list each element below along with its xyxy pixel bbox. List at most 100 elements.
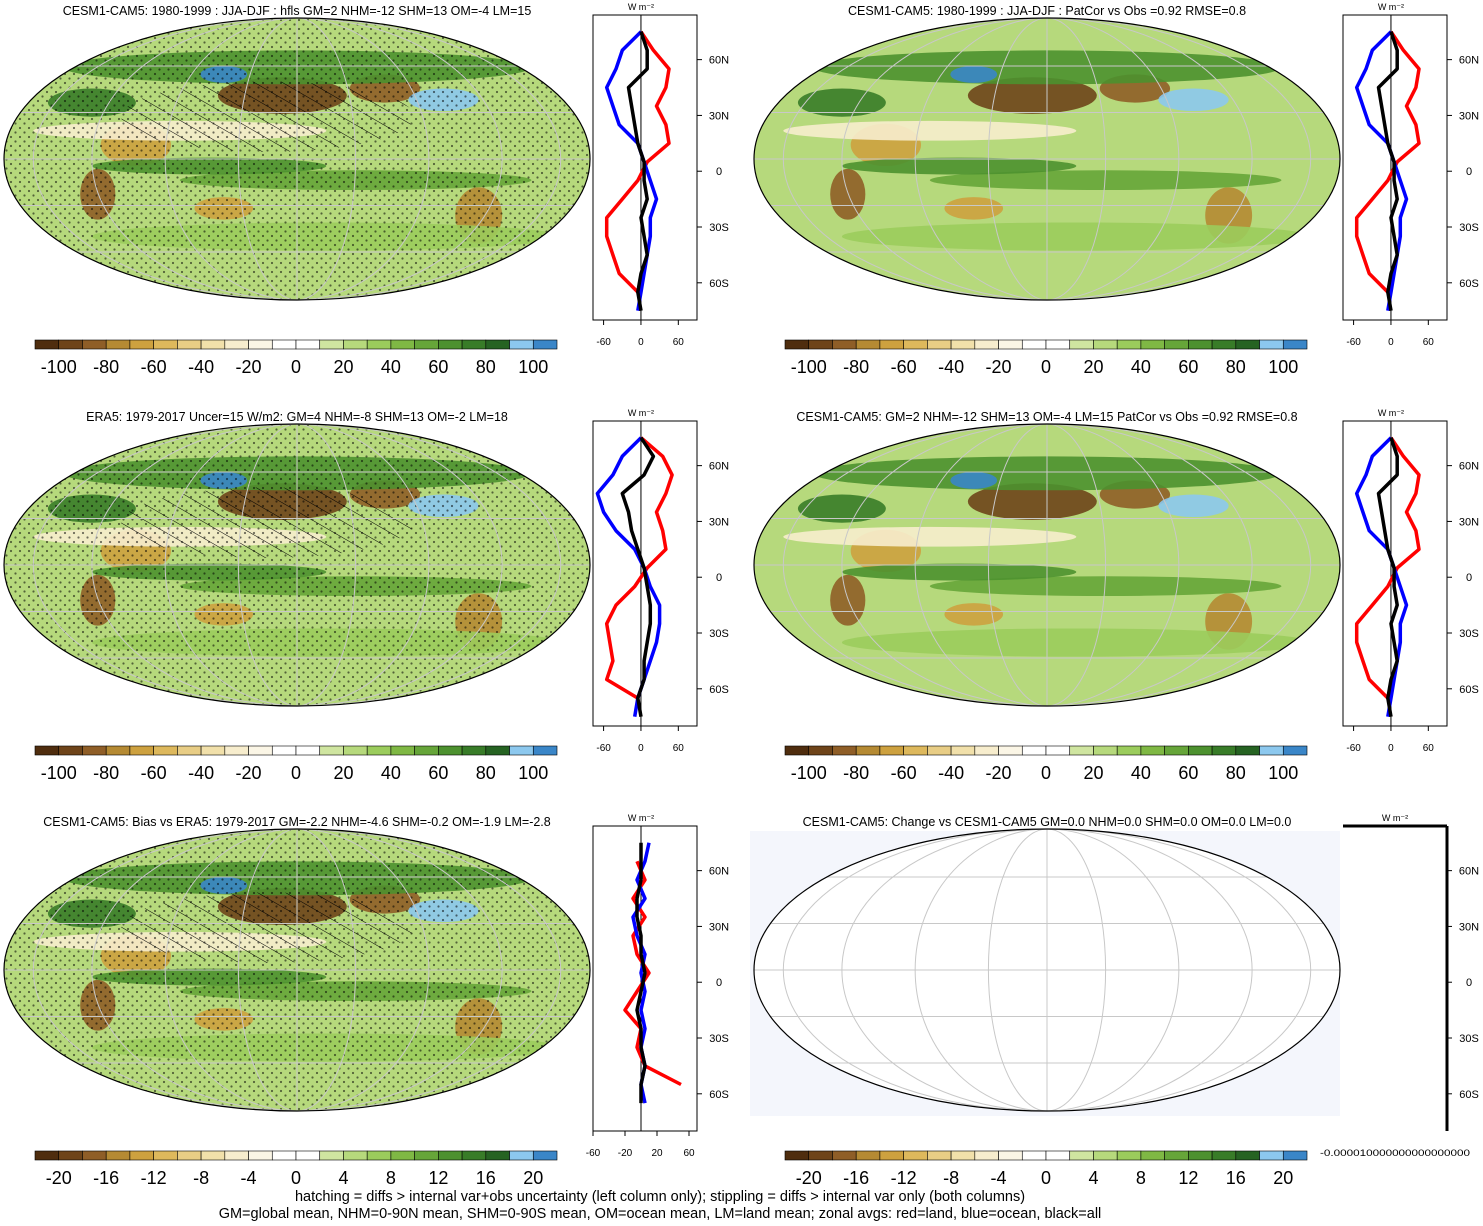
colorbar-box	[1188, 339, 1213, 350]
colorbar-box	[855, 1150, 881, 1161]
map-border	[3, 828, 591, 1112]
colorbar-box	[1021, 745, 1047, 756]
colorbar-box	[1211, 339, 1237, 350]
stippling	[4, 829, 590, 1111]
colorbar-label: 0	[1041, 357, 1051, 377]
y-tick-label: 30N	[1459, 516, 1479, 528]
meridian	[782, 424, 1312, 706]
colorbar-label: -100	[791, 763, 827, 783]
map-border	[753, 17, 1341, 301]
colorbar-box	[784, 1150, 810, 1161]
unit-label: W m⁻²	[1382, 813, 1408, 823]
colorbar-box	[1211, 1150, 1237, 1161]
colorbar-label: -40	[938, 763, 964, 783]
colorbar-box	[248, 339, 273, 350]
x-tick-label: 20	[651, 1148, 663, 1159]
colorbar-box	[1045, 1150, 1071, 1161]
zonal-line	[1354, 436, 1421, 700]
colorbar-label: 8	[386, 1168, 396, 1188]
colorbar-box	[532, 1150, 558, 1161]
colorbar-label: -16	[93, 1168, 119, 1188]
panel: CESM1-CAM5: 1980-1999 : JJA-DJF : hfls G…	[3, 2, 729, 377]
colorbar-label: -12	[891, 1168, 917, 1188]
x-tick-label: -60	[1346, 337, 1361, 348]
colorbar-label: 100	[518, 763, 548, 783]
unit-label: W m⁻²	[628, 813, 654, 823]
map-border	[3, 17, 591, 301]
field-patch	[783, 120, 1077, 141]
field-patch	[950, 471, 998, 489]
colorbar-box	[903, 1150, 928, 1161]
colorbar-box	[105, 745, 131, 756]
y-tick-label: 30S	[1459, 222, 1479, 234]
colorbar-box	[1259, 339, 1284, 350]
colorbar-box	[82, 1150, 107, 1161]
field-patch	[929, 170, 1282, 191]
colorbar-box	[950, 339, 976, 350]
colorbar-label: 80	[476, 357, 496, 377]
x-tick-label: -20	[618, 1148, 633, 1159]
colorbar-label: 40	[381, 357, 401, 377]
zonal-frame	[1343, 826, 1447, 1131]
colorbar-box	[1021, 339, 1047, 350]
y-tick-label: 60S	[1459, 278, 1479, 290]
colorbar-label: -40	[188, 357, 214, 377]
colorbar-box	[1282, 745, 1308, 756]
colorbar-label: -60	[891, 357, 917, 377]
zonal-line	[604, 30, 659, 311]
colorbar-label: -20	[46, 1168, 72, 1188]
colorbar-label: 60	[1178, 763, 1198, 783]
graticule	[754, 18, 1340, 300]
y-tick-label: 30N	[1459, 921, 1479, 933]
y-tick-label: 60N	[1459, 866, 1479, 878]
colorbar-label: -100	[41, 763, 77, 783]
y-tick-label: 30S	[1459, 1033, 1479, 1045]
y-tick-label: 60S	[709, 684, 729, 696]
panel: CESM1-CAM5: 1980-1999 : JJA-DJF : PatCor…	[753, 2, 1479, 377]
footer-text: GM=global mean, NHM=0-90N mean, SHM=0-90…	[219, 1206, 1102, 1221]
panel-title: CESM1-CAM5: GM=2 NHM=-12 SHM=13 OM=-4 LM…	[796, 410, 1297, 424]
colorbar-box	[343, 339, 368, 350]
colorbar-label: 0	[1041, 1168, 1051, 1188]
colorbar-label: -20	[796, 1168, 822, 1188]
panel-title: CESM1-CAM5: 1980-1999 : JJA-DJF : hfls G…	[63, 4, 532, 18]
zonal-line	[1354, 436, 1409, 717]
field-patch	[967, 77, 1097, 114]
colorbar-box	[414, 339, 439, 350]
colorbar-box	[177, 1150, 202, 1161]
colorbar-box	[879, 339, 904, 350]
colorbar-label: 40	[381, 763, 401, 783]
meridian	[32, 18, 562, 300]
colorbar-label: 0	[1041, 763, 1051, 783]
colorbar-label: -20	[236, 763, 262, 783]
colorbar-box	[1211, 745, 1237, 756]
colorbar-box	[950, 745, 976, 756]
colorbar-box	[1116, 1150, 1142, 1161]
colorbar-box	[1282, 1150, 1308, 1161]
panel-title: CESM1-CAM5: Change vs CESM1-CAM5 GM=0.0 …	[803, 815, 1292, 829]
colorbar-box	[129, 339, 154, 350]
colorbar-box	[927, 1150, 952, 1161]
field-patch	[967, 483, 1097, 520]
colorbar-label: 0	[291, 763, 301, 783]
colorbar-box	[390, 745, 415, 756]
colorbar-box	[153, 339, 178, 350]
graticule	[4, 18, 590, 300]
y-tick-label: 60N	[1459, 55, 1479, 67]
colorbar-label: -20	[236, 357, 262, 377]
meridian	[164, 829, 430, 1111]
colorbar-box	[832, 1150, 857, 1161]
colorbar-box	[271, 745, 297, 756]
colorbar-box	[34, 1150, 60, 1161]
zonal-line	[635, 842, 647, 1104]
colorbar-label: -4	[991, 1168, 1007, 1188]
colorbar-box	[319, 745, 344, 756]
colorbar-box	[366, 339, 392, 350]
colorbar-box	[1235, 1150, 1260, 1161]
panel: CESM1-CAM5: Change vs CESM1-CAM5 GM=0.0 …	[750, 813, 1479, 1188]
colorbar-label: 20	[523, 1168, 543, 1188]
meridian	[91, 829, 503, 1111]
field-patch	[944, 603, 1004, 626]
colorbar-label: 16	[476, 1168, 496, 1188]
